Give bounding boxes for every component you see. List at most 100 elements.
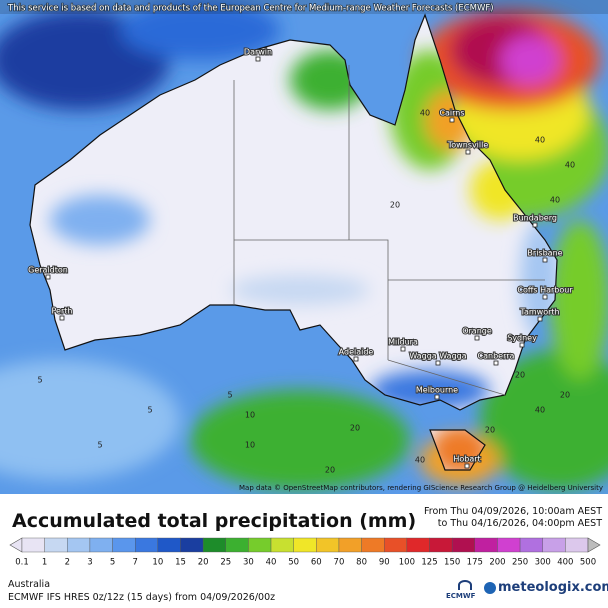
city-label: Hobart: [453, 455, 480, 464]
legend-swatch: [497, 537, 521, 553]
legend-label: 70: [334, 558, 345, 568]
legend-label: 80: [356, 558, 367, 568]
region: Australia: [8, 579, 51, 590]
legend-label: 150: [444, 558, 460, 568]
city-label: Mildura: [388, 338, 418, 347]
city-label: Canberra: [478, 352, 515, 361]
contour-label: 40: [550, 196, 560, 205]
city-marker: [353, 356, 359, 362]
legend-swatch: [202, 537, 226, 553]
legend-swatch: [542, 537, 566, 553]
meteologix-icon: [484, 582, 496, 594]
city-marker: [493, 360, 499, 366]
city-label: Perth: [52, 307, 73, 316]
legend-swatch: [248, 537, 272, 553]
contour-label: 40: [420, 109, 430, 118]
city-marker: [45, 274, 51, 280]
contour-label: 5: [37, 376, 42, 385]
meteologix-logo: meteologix.com: [498, 580, 608, 595]
period-from: From Thu 04/09/2026, 10:00am AEST: [423, 506, 602, 517]
precip-ocean: [0, 0, 608, 490]
city-layer: Darwin Cairns Townsville Bundaberg Brisbane C…: [27, 47, 574, 469]
legend: 0.1 1 2 3 5 7 10 15 20 25 30 40 50 60 70 80 90 100 125 150 1…: [9, 537, 601, 568]
contour-label: 10: [245, 441, 255, 450]
contour-label: 20: [485, 426, 495, 435]
legend-swatch: [406, 537, 430, 553]
model-info: ECMWF IFS HRES 0z/12z (15 days) from 04/…: [8, 592, 276, 603]
legend-label: 175: [467, 558, 483, 568]
precipitation-map: This service is based on data and produc…: [0, 0, 608, 494]
city-label: Melbourne: [416, 386, 458, 395]
city-marker: [542, 294, 548, 300]
footer: Accumulated total precipitation (mm) Fro…: [0, 494, 608, 608]
legend-swatch: [134, 537, 159, 553]
legend-swatch: [67, 537, 91, 553]
legend-swatch: [338, 537, 362, 553]
city-marker: [449, 117, 455, 123]
legend-label: 50: [288, 558, 299, 568]
legend-swatch: [429, 537, 453, 553]
city-marker: [464, 463, 470, 469]
contour-label: 20: [350, 424, 360, 433]
legend-swatch: [384, 537, 408, 553]
city-marker: [465, 149, 471, 155]
map-credit: Map data © OpenStreetMap contributors, r…: [239, 484, 603, 492]
contour-label: 40: [565, 161, 575, 170]
city-marker: [400, 346, 406, 352]
legend-label: 2: [65, 558, 70, 568]
legend-label: 1: [42, 558, 47, 568]
legend-label: 250: [512, 558, 528, 568]
legend-swatch: [565, 537, 589, 553]
city-label: Cairns: [439, 109, 464, 118]
city-label: Brisbane: [527, 249, 562, 258]
city-label: Orange: [462, 327, 492, 336]
city-label: Townsville: [447, 141, 489, 150]
legend-label: 30: [243, 558, 254, 568]
legend-label: 10: [152, 558, 163, 568]
legend-label: 400: [557, 558, 573, 568]
legend-arrow-right: [587, 537, 601, 553]
legend-arrow-left: [9, 537, 23, 553]
city-label: Wagga Wagga: [409, 352, 466, 361]
legend-label: 300: [535, 558, 551, 568]
legend-label: 3: [87, 558, 92, 568]
city-marker: [435, 360, 441, 366]
contour-label: 20: [560, 391, 570, 400]
legend-label: 40: [266, 558, 277, 568]
city-marker: [537, 316, 543, 322]
contour-label: 40: [535, 406, 545, 415]
legend-swatch: [21, 537, 45, 553]
contour-label: 5: [227, 391, 232, 400]
ecmwf-logo: ECMWF: [446, 592, 476, 600]
city-marker: [542, 257, 548, 263]
legend-label: 60: [311, 558, 322, 568]
city-marker: [255, 56, 261, 62]
city-marker: [519, 342, 525, 348]
legend-swatch: [225, 537, 249, 553]
legend-swatch: [361, 537, 385, 553]
legend-label: 20: [198, 558, 209, 568]
city-label: Sydney: [507, 334, 537, 343]
legend-label: 200: [489, 558, 505, 568]
attribution-band: [0, 0, 608, 14]
contour-label: 20: [390, 201, 400, 210]
legend-swatch: [316, 537, 340, 553]
city-marker: [532, 222, 538, 228]
contour-label: 20: [515, 371, 525, 380]
city-label: Adelaide: [339, 348, 374, 357]
legend-label: 500: [580, 558, 596, 568]
contour-label: 40: [535, 136, 545, 145]
legend-label: 5: [110, 558, 115, 568]
attribution: This service is based on data and produc…: [7, 4, 494, 14]
legend-label: 0.1: [15, 558, 29, 568]
legend-swatch: [157, 537, 181, 553]
city-marker: [434, 394, 440, 400]
city-marker: [59, 315, 65, 321]
contour-label: 5: [147, 406, 152, 415]
state-borders: [233, 65, 545, 396]
contour-label: 40: [415, 456, 425, 465]
legend-swatch: [293, 537, 317, 553]
contour-layer: 40 40 40 20 40 20 20 40 20 10 5 5 5 20 40 20 10 5: [37, 109, 575, 475]
legend-swatch: [451, 537, 476, 553]
legend-label: 90: [379, 558, 390, 568]
